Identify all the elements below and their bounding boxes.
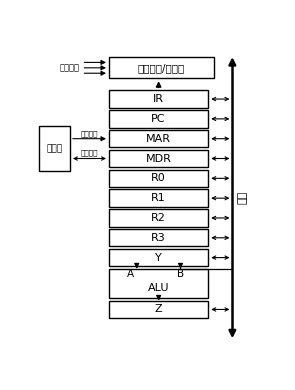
Text: A: A (127, 269, 134, 279)
Text: MDR: MDR (146, 154, 172, 163)
Bar (109, 190, 208, 207)
Text: PC: PC (151, 114, 166, 124)
Text: 控制信号: 控制信号 (59, 63, 79, 72)
Text: IR: IR (153, 94, 164, 104)
Text: R1: R1 (151, 193, 166, 203)
Text: Y: Y (155, 253, 162, 262)
Bar (109, 130, 208, 147)
Bar (109, 209, 208, 227)
Text: 指令译码/控制器: 指令译码/控制器 (138, 63, 185, 73)
Text: 存储器: 存储器 (47, 144, 63, 153)
Text: B: B (177, 269, 184, 279)
Text: R2: R2 (151, 213, 166, 223)
Bar (109, 269, 208, 298)
Text: Z: Z (155, 305, 163, 314)
Text: 数据总线: 数据总线 (81, 150, 98, 156)
Text: 地址总线: 地址总线 (81, 130, 98, 136)
Bar (109, 90, 208, 108)
Bar (109, 301, 208, 318)
Text: R0: R0 (151, 173, 166, 183)
Text: ALU: ALU (148, 283, 169, 293)
Text: 总线: 总线 (238, 190, 248, 204)
Bar (109, 229, 208, 246)
Bar (109, 249, 208, 266)
Bar (39, 126, 70, 171)
Bar (109, 57, 214, 78)
Text: R3: R3 (151, 233, 166, 243)
Text: MAR: MAR (146, 134, 171, 144)
Bar (109, 150, 208, 167)
Bar (109, 170, 208, 187)
Bar (109, 110, 208, 128)
